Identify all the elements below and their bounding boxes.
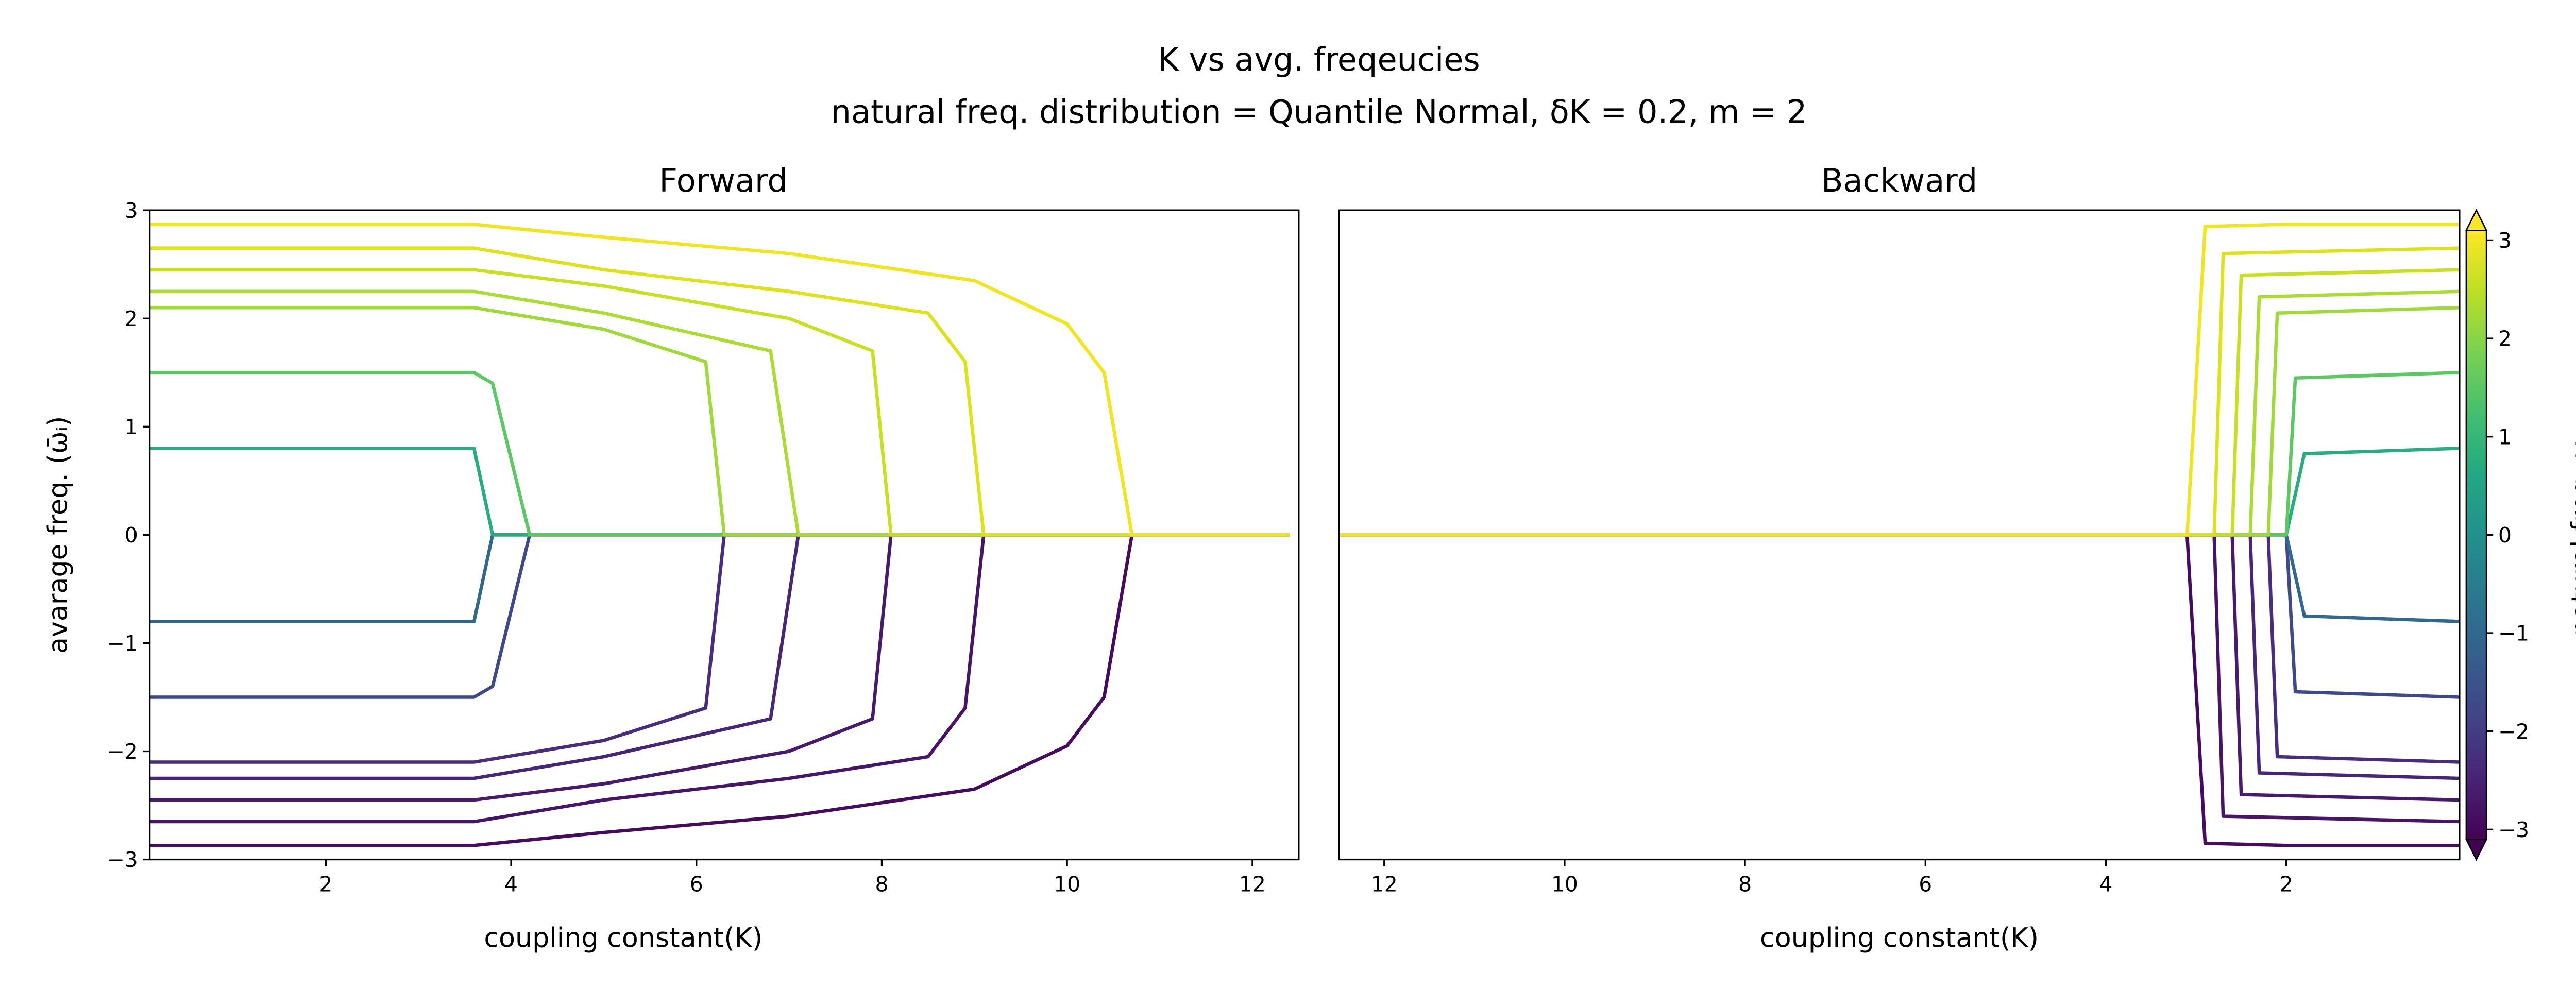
plot-area — [1339, 223, 2460, 847]
x-tick-label: 6 — [1919, 872, 1932, 897]
series-line — [1339, 289, 2460, 537]
plot-area — [149, 223, 1290, 847]
colorbar-tick-label: −3 — [2498, 817, 2529, 842]
y-axis-label: avarage freq. (ω̄ᵢ) — [43, 416, 74, 654]
series-line — [149, 246, 1290, 537]
x-tick-label: 4 — [2099, 872, 2113, 897]
colorbar-tick-label: −1 — [2498, 621, 2529, 646]
series-line — [1339, 268, 2460, 537]
colorbar-frame — [2465, 209, 2487, 861]
x-tick-label: 6 — [690, 872, 703, 897]
panel-title: Backward — [1821, 162, 1977, 199]
series-line — [149, 533, 1290, 847]
colorbar-extend-top — [2465, 209, 2488, 231]
colorbar-tick-label: 3 — [2498, 228, 2512, 253]
y-tick-label: 2 — [125, 306, 138, 331]
x-tick-label: 8 — [1738, 872, 1752, 897]
y-tick-label: −1 — [107, 631, 138, 656]
y-tick-label: −2 — [107, 739, 138, 764]
x-tick-label: 2 — [2280, 872, 2293, 897]
y-tick-label: −3 — [107, 847, 138, 872]
series-line — [149, 223, 1290, 537]
colorbar-extend-bottom — [2465, 839, 2488, 861]
panel-title: Forward — [659, 162, 787, 199]
axes-frame — [1338, 209, 2461, 861]
colorbar-tick-label: 1 — [2498, 424, 2512, 449]
colorbar-tick-label: −2 — [2498, 719, 2529, 744]
x-axis-label: coupling constant(K) — [1760, 923, 2039, 953]
colorbar — [2466, 230, 2487, 840]
series-line — [1339, 246, 2460, 537]
x-tick-label: 10 — [1054, 872, 1080, 897]
x-axis-label: coupling constant(K) — [484, 923, 762, 953]
x-tick-label: 12 — [1239, 872, 1266, 897]
x-tick-label: 2 — [319, 872, 332, 897]
series-line — [149, 305, 1290, 537]
y-tick-label: 3 — [125, 198, 138, 223]
series-line — [149, 533, 1290, 764]
x-tick-label: 4 — [504, 872, 518, 897]
y-tick-label: 0 — [125, 523, 138, 548]
series-line — [149, 289, 1290, 537]
x-tick-label: 8 — [875, 872, 888, 897]
series-line — [1339, 533, 2460, 824]
series-line — [1339, 223, 2460, 537]
series-line — [1339, 533, 2460, 847]
series-line — [1339, 533, 2460, 780]
colorbar-tick-label: 0 — [2498, 523, 2512, 548]
colorbar-label: natural freq. ωᵢ — [2567, 434, 2576, 637]
series-line — [149, 268, 1290, 537]
title: K vs avg. freqeucies — [1158, 41, 1480, 78]
subtitle: natural freq. distribution = Quantile No… — [831, 93, 1807, 130]
colorbar-tick-label: 2 — [2498, 327, 2512, 351]
series-line — [1339, 533, 2460, 802]
y-tick-label: 1 — [125, 415, 138, 439]
x-tick-label: 10 — [1551, 872, 1578, 897]
x-tick-label: 12 — [1371, 872, 1398, 897]
series-line — [149, 533, 1290, 824]
